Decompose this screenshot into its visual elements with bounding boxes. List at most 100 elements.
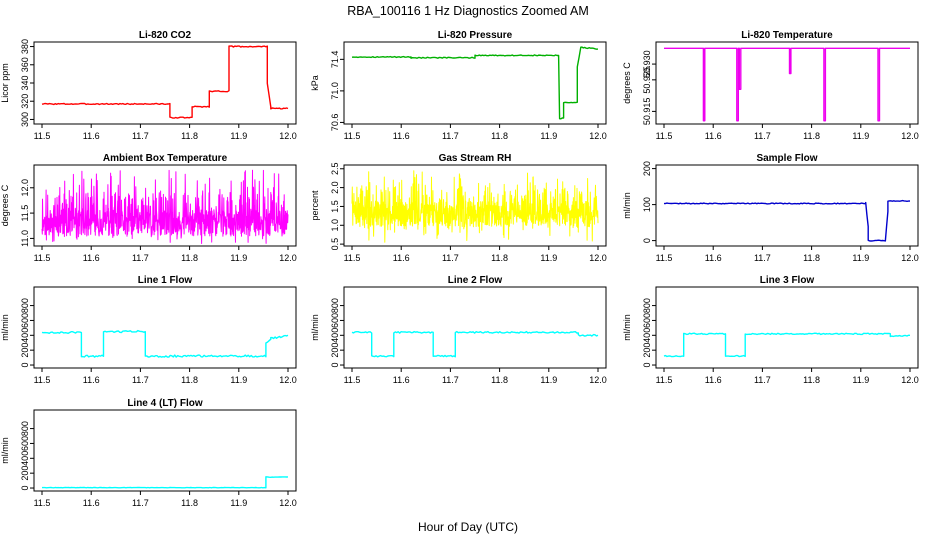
panel-title: Gas Stream RH	[439, 153, 512, 164]
x-tick-label: 12.0	[279, 498, 297, 508]
x-tick-label: 11.5	[656, 253, 673, 263]
plot-frame	[33, 164, 297, 247]
panel-title: Line 2 Flow	[448, 275, 503, 286]
y-tick-label: 0	[20, 363, 30, 368]
series-line	[41, 329, 289, 358]
series-line	[663, 332, 910, 358]
plot-frame	[655, 41, 919, 125]
x-tick-label: 12.0	[279, 131, 297, 141]
x-tick-label: 11.8	[803, 131, 820, 141]
panel: Sample Flow 11.5 11.6 11.7 11.8 11.9 12.0 0 100 2…	[622, 153, 919, 263]
y-axis-label: degrees C	[0, 184, 10, 226]
y-tick-label: 50.915	[642, 98, 652, 126]
y-tick-label: 50.930	[642, 50, 652, 78]
series-line	[351, 170, 599, 243]
panel: Line 1 Flow 11.5 11.6 11.7 11.8 11.9 12.0 0 2004…	[0, 275, 297, 385]
y-tick-label: 800	[20, 298, 30, 313]
y-tick-label: 1.0	[330, 219, 340, 232]
x-axis-label: Hour of Day (UTC)	[418, 520, 518, 534]
x-tick-label: 11.9	[540, 253, 557, 263]
y-axis-label: ml/min	[0, 437, 10, 464]
x-tick-label: 11.5	[344, 253, 361, 263]
y-tick-label: 71.4	[330, 51, 340, 69]
y-axis-label: ml/min	[622, 192, 632, 219]
x-tick-label: 11.9	[852, 375, 869, 385]
y-tick-label: 600	[20, 313, 30, 328]
y-tick-label: 0	[642, 363, 652, 368]
y-tick-label: 0	[330, 363, 340, 368]
y-axis-label: ml/min	[622, 314, 632, 341]
panel: Gas Stream RH 11.5 11.6 11.7 11.8 11.9 12.0 0.5…	[310, 153, 607, 263]
x-tick-label: 11.9	[230, 375, 247, 385]
x-tick-label: 11.8	[491, 253, 508, 263]
x-tick-label: 11.8	[181, 498, 198, 508]
panel: Li-820 Pressure 11.5 11.6 11.7 11.8 11.9 12.0 7…	[310, 30, 607, 141]
x-tick-label: 11.8	[491, 375, 508, 385]
x-tick-label: 12.0	[589, 375, 607, 385]
x-tick-label: 11.7	[754, 131, 771, 141]
panels: Li-820 CO2 11.5 11.6 11.7 11.8 11.9 12.0 300 320…	[0, 30, 919, 508]
y-tick-label: 360	[20, 57, 30, 72]
y-axis-label: degrees C	[622, 62, 632, 104]
x-tick-label: 11.9	[230, 498, 247, 508]
x-tick-label: 12.0	[589, 253, 607, 263]
y-tick-label: 400	[642, 328, 652, 343]
y-tick-label: 400	[20, 451, 30, 466]
x-tick-label: 11.7	[442, 131, 459, 141]
plot-frame	[655, 164, 919, 247]
y-tick-label: 800	[642, 298, 652, 313]
y-tick-label: 200	[20, 343, 30, 358]
x-tick-label: 11.8	[181, 131, 198, 141]
y-tick-label: 800	[20, 421, 30, 436]
x-tick-label: 12.0	[901, 253, 919, 263]
y-tick-label: 800	[330, 298, 340, 313]
series-line	[664, 47, 910, 122]
figure-title: RBA_100116 1 Hz Diagnostics Zoomed AM	[347, 4, 589, 18]
x-tick-label: 11.8	[181, 253, 198, 263]
plot-frame	[33, 286, 297, 369]
y-tick-label: 200	[642, 161, 652, 176]
x-tick-label: 11.9	[230, 131, 247, 141]
y-tick-label: 0	[20, 486, 30, 491]
x-tick-label: 11.5	[656, 131, 673, 141]
plot-frame	[33, 409, 297, 492]
plot-frame	[343, 286, 607, 369]
x-tick-label: 11.7	[442, 375, 459, 385]
panel-title: Li-820 CO2	[139, 30, 192, 41]
x-tick-label: 11.7	[132, 375, 149, 385]
y-tick-label: 11.0	[20, 230, 30, 247]
series-line	[351, 46, 599, 120]
x-tick-label: 11.8	[181, 375, 198, 385]
series-line	[663, 199, 911, 242]
panel: Li-820 CO2 11.5 11.6 11.7 11.8 11.9 12.0 300 320…	[0, 30, 297, 141]
x-tick-label: 11.7	[132, 498, 149, 508]
y-tick-label: 100	[642, 197, 652, 212]
panel: Line 2 Flow 11.5 11.6 11.7 11.8 11.9 12.0 0 2004…	[310, 275, 607, 385]
plot-frame	[655, 286, 919, 369]
x-tick-label: 11.5	[34, 131, 51, 141]
x-tick-label: 11.9	[852, 131, 869, 141]
y-axis-label: percent	[310, 190, 320, 221]
y-tick-label: 320	[20, 94, 30, 109]
panel-title: Li-820 Pressure	[438, 30, 513, 41]
panel: Ambient Box Temperature 11.5 11.6 11.7 11.8 1…	[0, 153, 297, 263]
x-tick-label: 11.9	[852, 253, 869, 263]
x-tick-label: 11.5	[344, 375, 361, 385]
y-tick-label: 200	[330, 343, 340, 358]
x-tick-label: 12.0	[279, 253, 297, 263]
x-tick-label: 11.6	[83, 131, 100, 141]
x-tick-label: 11.7	[754, 375, 771, 385]
x-tick-label: 12.0	[901, 375, 919, 385]
x-tick-label: 11.8	[803, 375, 820, 385]
y-tick-label: 50.925	[642, 66, 652, 94]
y-tick-label: 600	[330, 313, 340, 328]
series-line	[41, 169, 289, 244]
y-axis-label: kPa	[310, 75, 320, 91]
x-tick-label: 11.9	[540, 131, 557, 141]
panel-title: Li-820 Temperature	[741, 30, 833, 41]
panel: Line 3 Flow 11.5 11.6 11.7 11.8 11.9 12.0 0 2004…	[622, 275, 919, 385]
y-tick-label: 200	[20, 466, 30, 481]
y-axis-label: Licor ppm	[0, 63, 10, 103]
panel-title: Ambient Box Temperature	[103, 153, 228, 164]
